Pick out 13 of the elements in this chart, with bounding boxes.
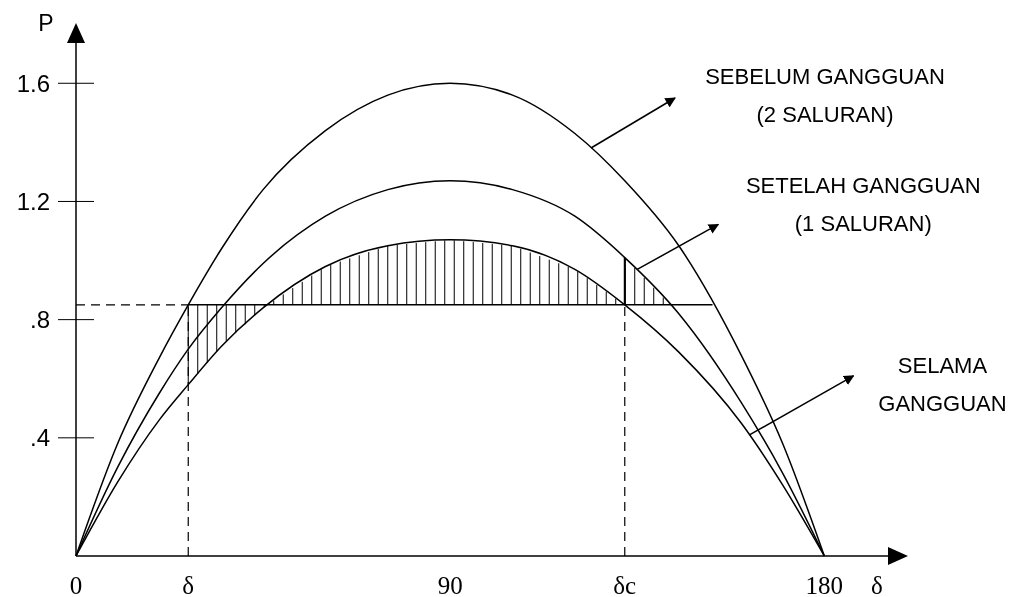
y-tick-label: 1.6 bbox=[16, 69, 50, 97]
annotation: SELAMA GANGGUAN bbox=[878, 352, 1007, 416]
x-tick-label: 180 bbox=[805, 571, 844, 597]
annotation: SEBELUM GANGGUAN (2 SALURAN) bbox=[705, 64, 945, 127]
y-tick-label: .8 bbox=[29, 306, 50, 334]
y-tick-label: 1.2 bbox=[16, 187, 50, 215]
x-tick-label: δc bbox=[613, 571, 637, 597]
x-tick-label: 90 bbox=[437, 571, 463, 597]
x-tick-label: 0 bbox=[69, 571, 83, 597]
y-tick-label: .4 bbox=[29, 424, 50, 452]
y-axis-title: P bbox=[38, 10, 54, 36]
x-tick-label: δ bbox=[182, 571, 195, 597]
annotation: SETELAH GANGGUAN (1 SALURAN) bbox=[745, 173, 981, 237]
